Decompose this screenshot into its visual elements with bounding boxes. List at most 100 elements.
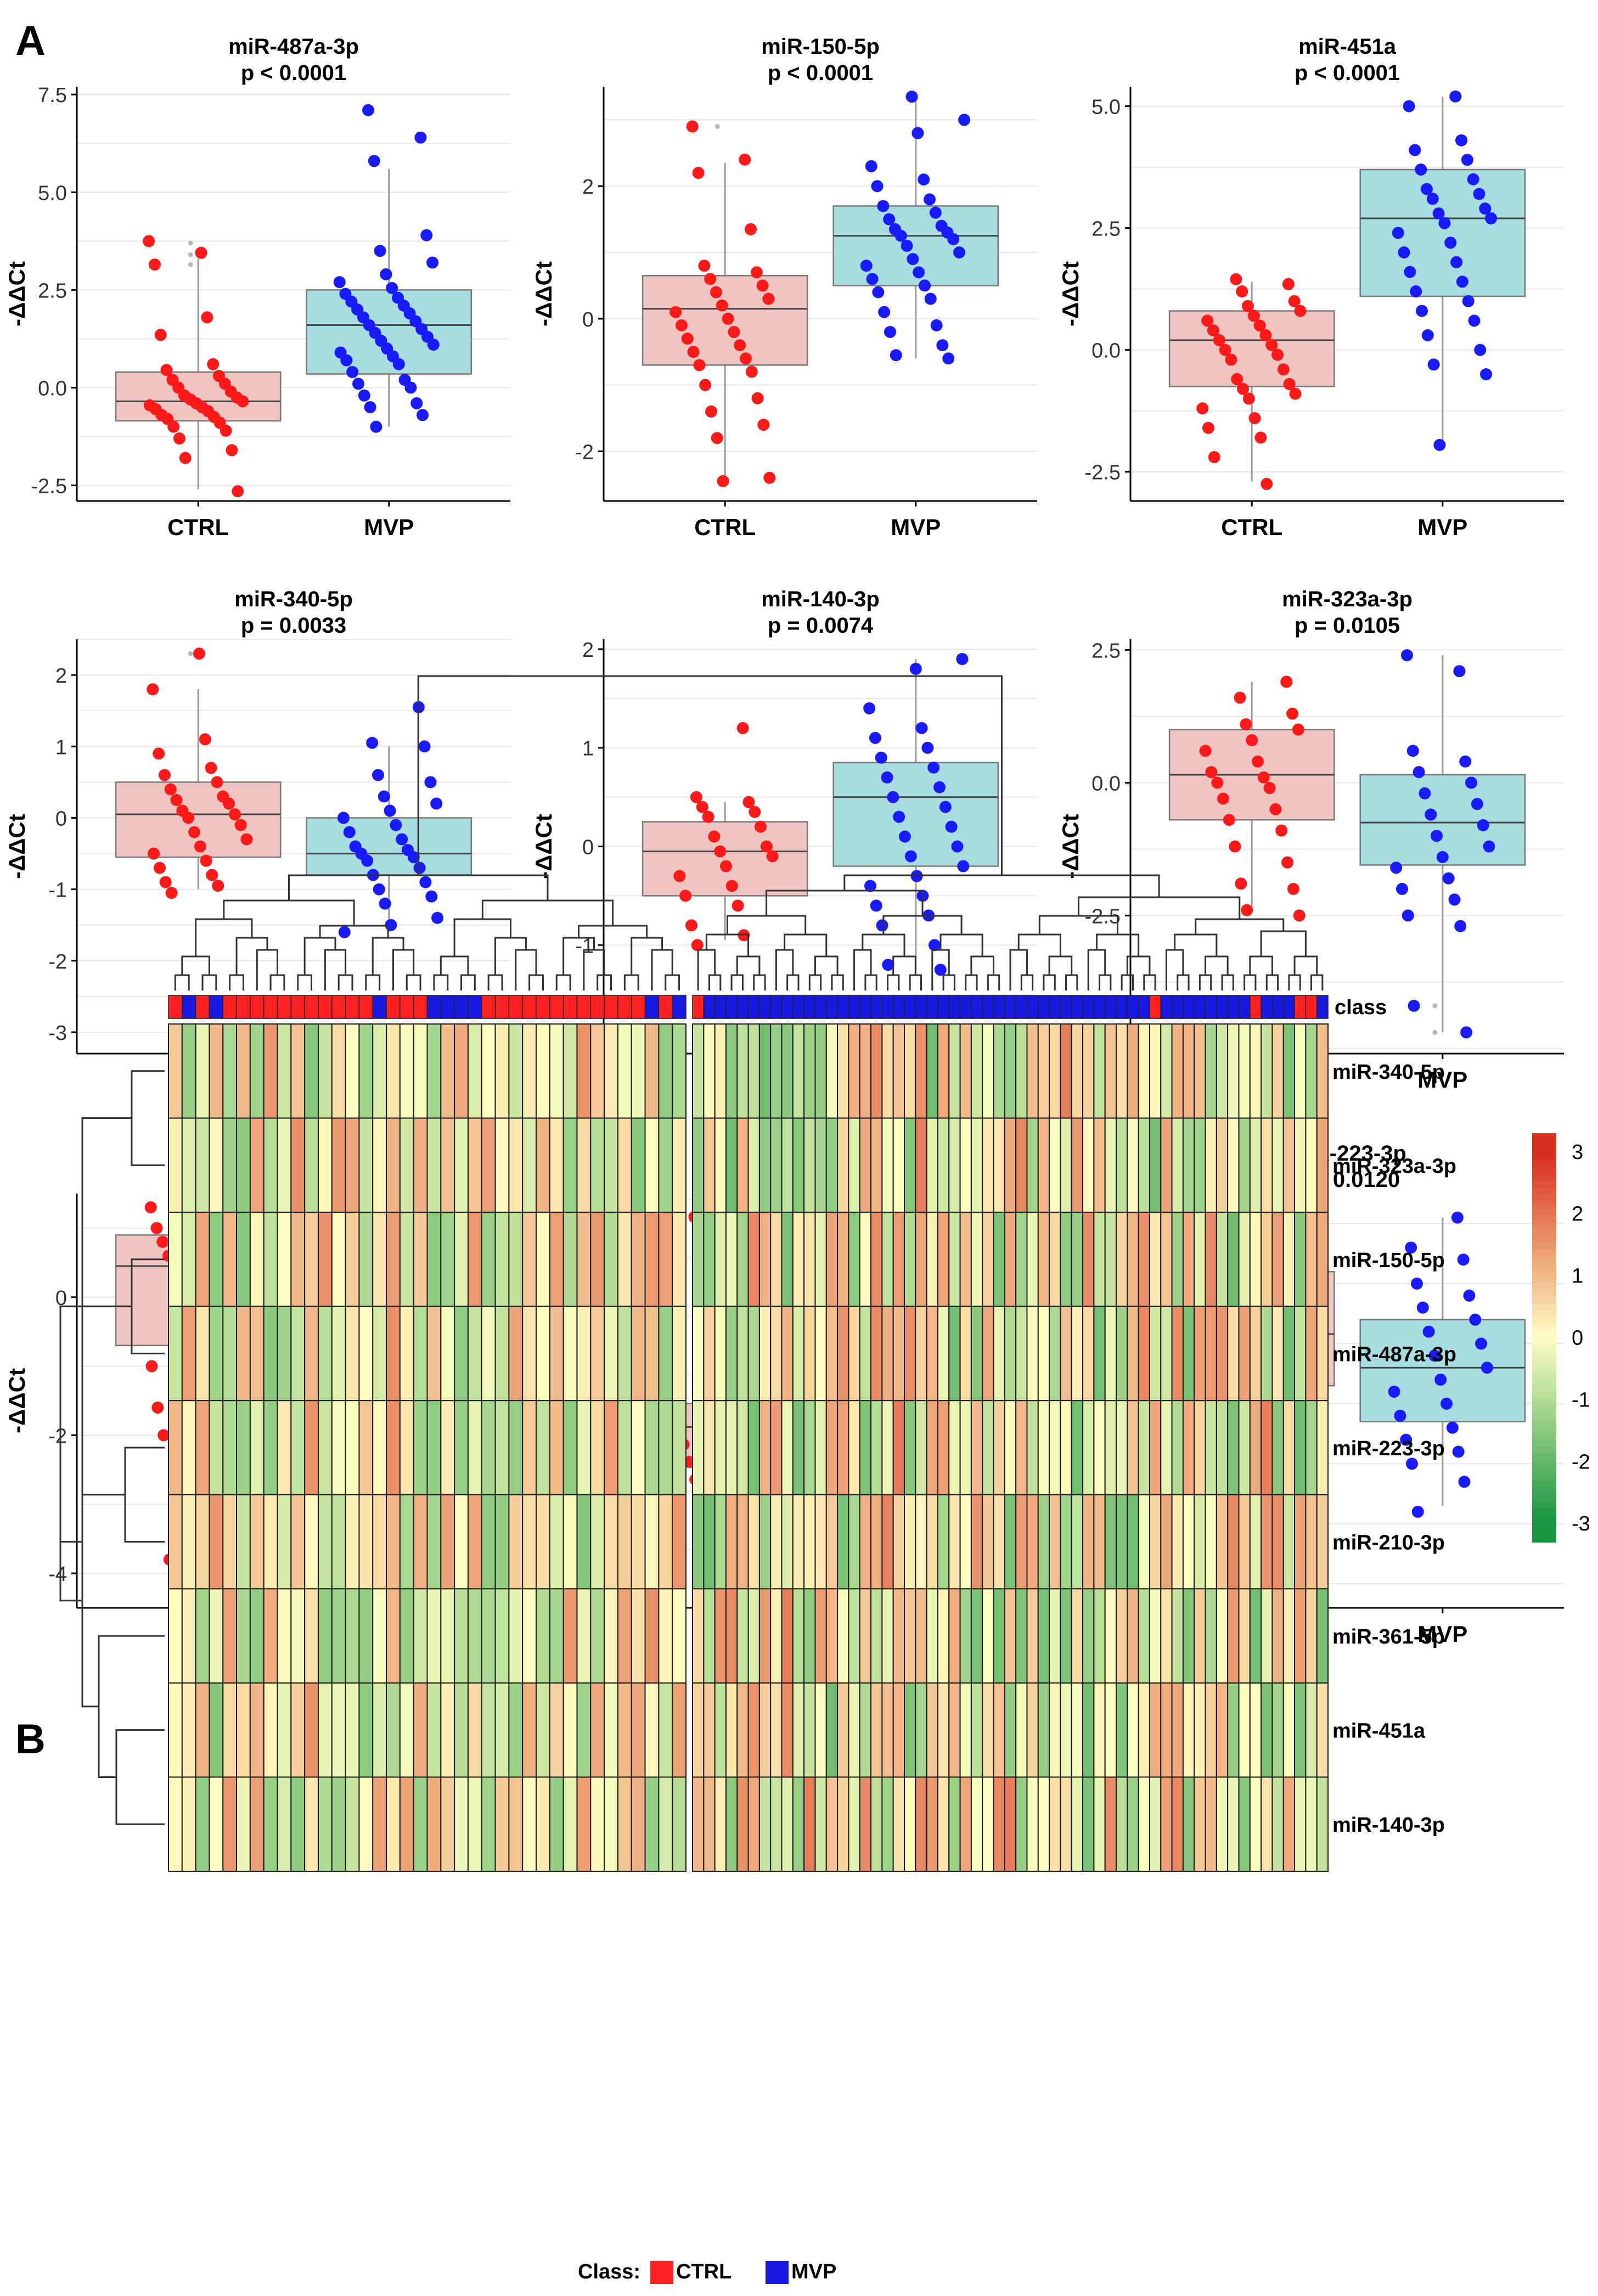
box-iqr bbox=[306, 289, 472, 375]
heatmap-cell bbox=[331, 1400, 346, 1495]
heatmap-cell bbox=[703, 1023, 716, 1119]
heatmap-cell bbox=[725, 1494, 738, 1590]
y-axis-label: -ΔΔCt bbox=[4, 814, 30, 879]
class-cell bbox=[803, 995, 816, 1019]
heatmap-cell bbox=[1249, 1117, 1262, 1213]
row-label: miR-361-5p bbox=[1332, 1625, 1445, 1648]
heatmap-cell bbox=[290, 1494, 306, 1590]
data-point bbox=[1452, 1445, 1465, 1458]
class-cell bbox=[781, 995, 794, 1019]
y-tick-label: 0.0 bbox=[1091, 340, 1121, 363]
class-cell bbox=[1026, 995, 1039, 1019]
heatmap-cell bbox=[222, 1400, 238, 1495]
plot-title: miR-487a-3p bbox=[228, 35, 359, 59]
heatmap-cell bbox=[413, 1400, 428, 1495]
box-iqr bbox=[1359, 168, 1526, 297]
heatmap-cell bbox=[948, 1776, 961, 1872]
heatmap-cell bbox=[982, 1400, 994, 1495]
heatmap-cell bbox=[1037, 1212, 1050, 1307]
heatmap-cell bbox=[236, 1212, 251, 1307]
heatmap-cell bbox=[1082, 1117, 1095, 1213]
heatmap-cell bbox=[781, 1494, 794, 1590]
heatmap-cell bbox=[1060, 1305, 1072, 1402]
heatmap-cell bbox=[494, 1400, 510, 1495]
dendrogram-branch bbox=[235, 937, 268, 975]
heatmap-cell bbox=[1227, 1588, 1240, 1684]
heatmap-cell bbox=[672, 1682, 687, 1778]
heatmap-cell bbox=[870, 1023, 883, 1119]
box-iqr bbox=[1359, 774, 1526, 866]
scale-segment bbox=[1532, 1528, 1556, 1536]
data-point bbox=[704, 273, 717, 285]
heatmap-cell bbox=[1149, 1305, 1162, 1402]
heatmap-cell bbox=[904, 1400, 916, 1495]
data-point bbox=[1293, 909, 1306, 922]
heatmap-cell bbox=[870, 1117, 883, 1213]
heatmap-cell bbox=[692, 1117, 705, 1213]
heatmap-cell bbox=[714, 1588, 727, 1684]
heatmap-cell bbox=[937, 1023, 950, 1119]
heatmap-cell bbox=[1261, 1023, 1273, 1119]
heatmap-cell bbox=[1227, 1776, 1240, 1872]
data-point bbox=[877, 200, 890, 212]
data-point bbox=[736, 722, 749, 734]
heatmap-cell bbox=[1294, 1023, 1307, 1119]
heatmap-cell bbox=[386, 1588, 401, 1684]
heatmap-cell bbox=[508, 1023, 524, 1119]
heatmap-cell bbox=[304, 1305, 319, 1402]
heatmap-cell bbox=[837, 1023, 849, 1119]
scale-segment bbox=[1532, 1310, 1556, 1318]
data-point bbox=[386, 282, 398, 294]
data-point bbox=[901, 239, 913, 252]
dendrogram-branch bbox=[460, 974, 476, 991]
data-point bbox=[157, 1429, 170, 1442]
class-cell bbox=[236, 995, 251, 1019]
class-cell bbox=[1238, 995, 1251, 1019]
class-cell bbox=[959, 995, 972, 1019]
heatmap-cell bbox=[672, 1400, 687, 1495]
heatmap-cell bbox=[1261, 1305, 1273, 1402]
class-cell bbox=[1015, 995, 1028, 1019]
data-point bbox=[1208, 451, 1220, 464]
heatmap-cell bbox=[277, 1400, 292, 1495]
data-point bbox=[1444, 237, 1457, 249]
class-cell bbox=[1171, 995, 1184, 1019]
scale-segment bbox=[1532, 1453, 1556, 1461]
heatmap-cell bbox=[181, 1400, 196, 1495]
class-cell bbox=[982, 995, 994, 1019]
heatmap-cell bbox=[1171, 1588, 1184, 1684]
heatmap-cell bbox=[399, 1305, 414, 1402]
heatmap-cell bbox=[1282, 1400, 1296, 1495]
scale-segment bbox=[1532, 1269, 1556, 1277]
dendrogram-branch bbox=[1099, 974, 1112, 991]
heatmap-cell bbox=[604, 1212, 618, 1307]
heatmap-cell bbox=[982, 1117, 994, 1213]
heatmap-cell bbox=[481, 1400, 496, 1495]
heatmap-cell bbox=[926, 1682, 938, 1778]
heatmap-cell bbox=[617, 1023, 632, 1119]
heatmap-cell bbox=[631, 1305, 646, 1402]
data-point bbox=[924, 292, 937, 305]
data-point bbox=[1235, 877, 1247, 890]
heatmap-cell bbox=[263, 1117, 278, 1213]
dendrogram-branch bbox=[181, 955, 210, 975]
heatmap-cell bbox=[781, 1212, 794, 1307]
heatmap-cell bbox=[993, 1117, 1005, 1213]
data-point bbox=[1427, 358, 1440, 371]
scale-segment bbox=[1532, 1262, 1556, 1270]
heatmap-cell bbox=[736, 1305, 749, 1402]
heatmap-cell bbox=[358, 1682, 374, 1778]
dendrogram-branch bbox=[623, 974, 639, 991]
heatmap-cell bbox=[277, 1682, 292, 1778]
heatmap-cell bbox=[837, 1588, 849, 1684]
dendrogram-branch bbox=[115, 1729, 165, 1825]
data-point bbox=[1254, 431, 1267, 444]
heatmap-cell bbox=[1205, 1400, 1217, 1495]
heatmap-cell bbox=[440, 1117, 455, 1213]
heatmap-cell bbox=[508, 1212, 524, 1307]
data-point bbox=[407, 851, 420, 864]
heatmap-cell bbox=[892, 1588, 905, 1684]
heatmap-cell bbox=[508, 1305, 524, 1402]
class-cell bbox=[1227, 995, 1240, 1019]
heatmap-cell bbox=[926, 1494, 938, 1590]
